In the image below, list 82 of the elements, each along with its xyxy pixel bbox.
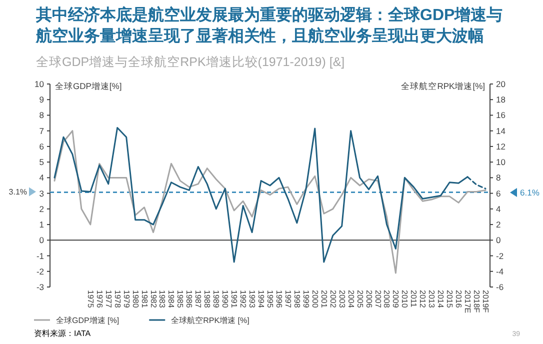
y2-tick-label: 14 — [496, 126, 506, 136]
x-tick-label: 2005 — [355, 290, 364, 308]
x-tick-label: 1985 — [176, 290, 185, 308]
ref-line-label: 6.1% — [520, 188, 540, 198]
x-tick-label: 1989 — [212, 290, 221, 308]
y-tick-label: 8 — [39, 110, 44, 120]
y-tick-label: 7 — [39, 126, 44, 136]
x-tick-label: 2003 — [337, 290, 346, 308]
x-tick-label: 2009 — [391, 290, 400, 308]
x-tick-label: 2014 — [436, 290, 446, 308]
y2-tick-label: 2 — [496, 220, 501, 230]
x-tick-label: 2000 — [310, 290, 320, 308]
legend-label: 全球航空RPK增速 [%] — [171, 316, 250, 325]
x-tick-label: 2006 — [364, 290, 374, 308]
x-tick-label: 1976 — [94, 290, 104, 308]
y-tick-label: 4 — [39, 172, 44, 183]
x-tick-label: 2015 — [445, 290, 454, 308]
y-tick-label: 1 — [39, 220, 44, 230]
text: 资料来源：IATA — [34, 329, 92, 338]
x-tick-label: 1975 — [86, 290, 95, 308]
x-tick-label: 1990 — [220, 290, 230, 308]
x-tick-label: 1979 — [122, 290, 131, 308]
legend-label: 全球GDP增速 [%] — [56, 316, 120, 325]
y2-tick-label: -6 — [496, 282, 504, 292]
y2-tick-label: 20 — [496, 79, 506, 89]
y-tick-label: 9 — [39, 94, 44, 105]
y-tick-label: -2 — [36, 266, 44, 276]
x-tick-label: 1991 — [230, 290, 239, 308]
x-tick-label: 2010 — [400, 290, 410, 308]
y2-tick-label: 8 — [496, 172, 501, 183]
x-tick-label: 2002 — [328, 290, 338, 308]
y-axis-title: 全球GDP增速[%] — [55, 81, 122, 91]
y-tick-label: 6 — [39, 141, 44, 152]
y-tick-label: -3 — [36, 282, 44, 292]
x-tick-label: 2019F — [481, 290, 490, 313]
x-tick-label: 2011 — [409, 290, 418, 308]
y-tick-label: 2 — [39, 204, 44, 214]
y2-tick-label: 12 — [496, 141, 506, 152]
y2-tick-label: 6 — [496, 188, 501, 198]
x-tick-label: 1983 — [158, 290, 167, 308]
x-tick-label: 1992 — [238, 290, 248, 308]
x-tick-label: 1994 — [256, 290, 266, 308]
y2-tick-label: 4 — [496, 204, 501, 214]
y-tick-label: 3 — [39, 188, 44, 198]
x-tick-label: 2012 — [418, 290, 428, 308]
x-tick-label: 2013 — [427, 290, 436, 308]
chart-title: 其中经济本底是航空业发展最为重要的驱动逻辑：全球GDP增速与航空业务量增速呈现了显著相关性，且航空业务呈现出更大波幅 — [35, 6, 503, 45]
x-tick-label: 1996 — [274, 290, 284, 308]
x-tick-label: 2018F — [472, 290, 482, 313]
y2-tick-label: 0 — [496, 235, 501, 246]
x-tick-label: 1998 — [292, 290, 302, 308]
ref-line-label: 3.1% — [8, 188, 27, 197]
y-tick-label: 5 — [39, 157, 44, 168]
x-tick-label: 1978 — [112, 290, 122, 308]
x-tick-label: 2007 — [373, 290, 382, 308]
y2-tick-label: 10 — [496, 157, 506, 168]
x-tick-label: 1981 — [140, 290, 149, 308]
x-tick-label: 2017E — [463, 290, 472, 314]
x-tick-label: 1982 — [148, 290, 158, 308]
x-tick-label: 1987 — [194, 290, 203, 308]
x-tick-label: 1988 — [202, 290, 212, 308]
y2-tick-label: -2 — [496, 250, 504, 261]
chart-subtitle: 全球GDP增速与全球航空RPK增速比较(1971-2019) [&] — [36, 55, 345, 69]
x-tick-label: 1986 — [184, 290, 194, 308]
x-tick-label: 1999 — [301, 290, 310, 308]
y2-tick-label: 16 — [496, 110, 506, 120]
x-tick-label: 1993 — [248, 290, 257, 308]
y-tick-label: -1 — [36, 250, 44, 261]
x-tick-label: 1980 — [130, 290, 140, 308]
x-tick-label: 2008 — [382, 290, 392, 308]
x-tick-label: 2001 — [319, 290, 328, 308]
x-tick-label: 1997 — [283, 290, 292, 308]
y2-tick-label: -4 — [496, 266, 504, 276]
x-tick-label: 2004 — [346, 290, 356, 308]
y2-axis-title: 全球航空RPK增速[%] — [401, 81, 485, 91]
x-tick-label: 1984 — [166, 290, 176, 308]
x-tick-label: 2016 — [454, 290, 464, 308]
x-tick-label: 1977 — [104, 290, 113, 308]
x-tick-label: 1995 — [266, 290, 274, 308]
y-tick-label: 10 — [34, 79, 44, 89]
y2-tick-label: 18 — [496, 94, 506, 105]
y-tick-label: 0 — [39, 235, 44, 246]
